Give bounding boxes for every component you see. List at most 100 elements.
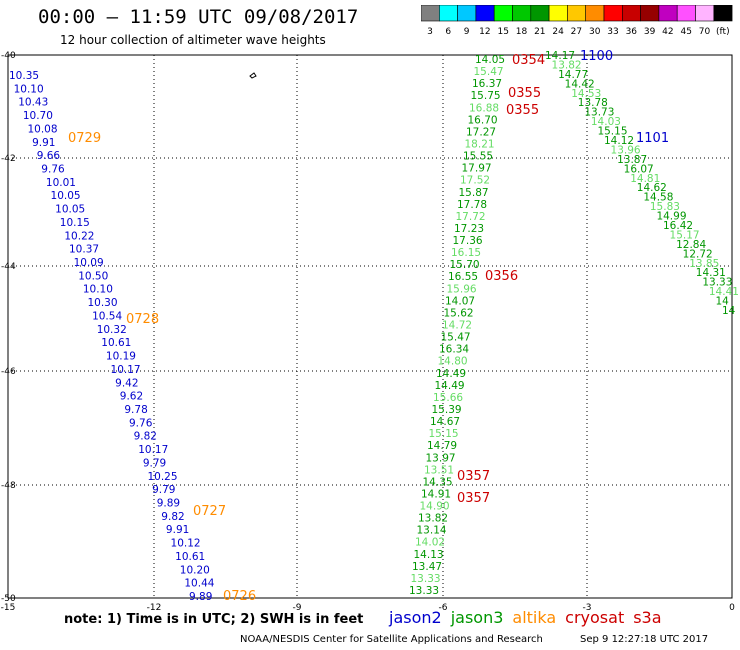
footer-note: note: 1) Time is in UTC; 2) SWH is in fe… [64,612,364,627]
swh-value-label: 10.30 [87,297,117,309]
swh-value-label: 15.47 [474,66,504,78]
track-jason3: 14.0515.4716.3715.7516.8816.7017.2718.21… [409,54,505,597]
swh-value-label: 13.78 [578,97,608,109]
pass-time-tag: 0726 [223,589,256,604]
swh-value-label: 14.80 [438,356,468,368]
lon-tick-label: -15 [1,603,16,612]
pass-time-tag: 0355 [506,103,539,118]
swh-value-label: 13.97 [426,452,456,464]
colorbar-label: 6 [445,27,451,37]
pass-time-tag: 0354 [512,53,545,68]
colorbar-label: 42 [662,27,673,37]
legend-item-cryosat: cryosat [565,608,625,627]
swh-value-label: 14.91 [421,488,451,500]
page-title: 00:00 — 11:59 UTC 09/08/2017 [38,6,359,28]
legend-item-jason2: jason2 [389,608,442,627]
swh-value-label: 14 [722,305,736,317]
swh-value-label: 9.66 [37,150,61,162]
satellite-legend: jason2 jason3 altika cryosat s3a [389,608,671,627]
colorbar-label: 45 [680,27,691,37]
page-subtitle: 12 hour collection of altimeter wave hei… [60,33,326,47]
swh-value-label: 9.89 [157,497,180,509]
swh-value-label: 17.72 [456,211,486,223]
swh-value-label: 10.22 [64,230,94,242]
swh-value-label: 9.42 [115,377,138,389]
swh-value-label: 14.05 [475,54,505,66]
pass-time-tag: 1100 [580,49,613,64]
credit-line: NOAA/NESDIS Center for Satellite Applica… [240,634,543,645]
swh-value-label: 13.33 [409,585,439,597]
pass-time-tags: 0729 0728 0727 0726 0354 0355 0355 0356 0357 0357… [68,49,669,604]
pass-time-tag: 0357 [457,469,490,484]
swh-value-label: 14 [715,296,729,308]
legend-item-altika: altika [512,608,557,627]
swh-value-label: 10.20 [180,564,210,576]
swh-value-label: 14.79 [427,440,457,452]
track-jason3-descending: 14.1713.8214.7714.4214.5313.7813.7314.03… [545,50,739,317]
swh-value-label: 12.84 [676,239,706,251]
swh-value-label: 14.35 [423,476,453,488]
colorbar-label: 3 [427,27,433,37]
swh-value-label: 15.62 [444,307,474,319]
lat-tick-label: -48 [1,481,16,491]
latitude-labels: -40 -42 -44 -46 -48 -50 [1,51,16,604]
swh-value-label: 10.19 [106,351,136,363]
swh-value-label: 15.17 [670,229,700,241]
swh-value-label: 9.62 [120,391,143,403]
longitude-labels: -15 -12 -9 -6 -3 0 [1,603,735,612]
swh-value-label: 9.82 [161,511,184,523]
swh-value-label: 15.15 [597,126,627,138]
swh-value-label: 15.70 [450,259,480,271]
swh-value-label: 16.42 [663,220,693,232]
altimeter-map: -40-42-44-46-48-50 -15 -12 -9 -6 -3 0 10.35 10… [1,49,739,612]
colorbar-unit-label: (ft) [716,27,730,37]
swh-value-label: 10.54 [92,310,122,322]
swh-value-label: 14.58 [643,192,673,204]
swh-value-label: 14.17 [545,50,575,62]
swh-value-label: 14.42 [565,78,595,90]
swh-value-label: 13.82 [552,59,582,71]
pass-time-tag: 0357 [457,491,490,506]
pass-time-tag: 0355 [508,86,541,101]
swh-value-label: 14.41 [709,286,739,298]
swh-value-label: 10.05 [51,190,81,202]
swh-value-label: 10.32 [97,324,127,336]
swh-value-label: 15.83 [650,201,680,213]
swh-value-label: 14.99 [656,211,686,223]
swh-value-label: 13.82 [418,513,448,525]
colorbar-label: 30 [589,27,601,37]
swh-value-label: 16.70 [468,114,498,126]
map-frame [7,54,733,599]
swh-value-label: 10.37 [69,244,99,256]
swh-value-label: 10.09 [74,257,104,269]
swh-value-label: 9.76 [129,417,153,429]
pass-time-tag: 0729 [68,131,101,146]
swh-value-label: 14.49 [436,368,466,380]
swh-value-label: 14.72 [442,320,472,332]
swh-value-label: 9.76 [41,164,65,176]
swh-value-label: 14.03 [591,116,621,128]
colorbar-label: 33 [607,27,618,37]
swh-value-label: 10.35 [9,70,39,82]
swh-value-label: 9.89 [189,591,212,603]
colorbar-label: 12 [479,27,490,37]
swh-value-label: 15.96 [447,283,477,295]
swh-value-label: 10.44 [184,578,214,590]
colorbar-label: 24 [552,27,564,37]
swh-value-label: 13.14 [417,525,447,537]
swh-value-label: 14.53 [571,88,601,100]
pass-time-tag: 1101 [636,131,669,146]
colorbar-label: 18 [516,27,528,37]
colorbar-label: 21 [534,27,545,37]
swh-value-label: 10.15 [60,217,90,229]
swh-value-label: 9.91 [166,524,189,536]
swh-value-label: 14.31 [696,267,726,279]
swh-value-label: 13.73 [584,107,614,119]
swh-value-label: 15.15 [429,428,459,440]
swh-value-label: 9.79 [152,484,175,496]
colorbar-label: 70 [699,27,711,37]
swh-value-label: 10.70 [23,110,53,122]
swh-value-label: 13.96 [611,144,641,156]
swh-value-label: 12.72 [683,248,713,260]
swh-value-label: 17.27 [466,126,496,138]
